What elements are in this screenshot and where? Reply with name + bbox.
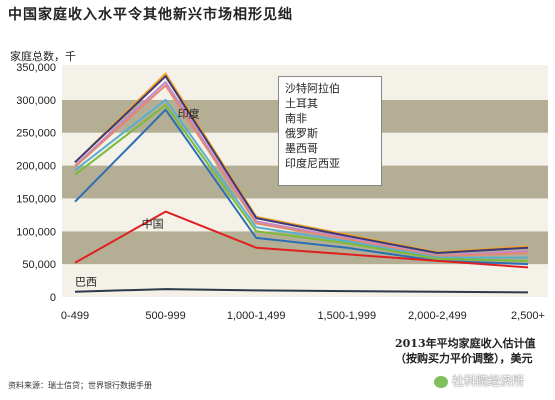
y-axis-ticks: 0 50,000 100,000 150,000 200,000 250,000 300,0… (16, 62, 56, 304)
legend-item: 俄罗斯 (285, 127, 318, 140)
x-axis-caption: 2013年平均家庭收入估计值 （按购买力平价调整），美元 (395, 336, 536, 366)
background-band (62, 65, 548, 67)
background-bands (62, 65, 548, 297)
y-tick-label: 100,000 (16, 226, 56, 238)
x-tick-label: 0-499 (61, 310, 89, 322)
legend-item: 墨西哥 (285, 142, 318, 155)
x-tick-label: 2,500+ (511, 310, 545, 322)
series-line (74, 98, 528, 259)
wechat-logo-icon (434, 375, 448, 388)
series-lines (74, 72, 529, 294)
y-tick-label: 350,000 (16, 62, 56, 74)
series-line (74, 84, 529, 258)
x-tick-label: 1,500-1,999 (317, 310, 376, 322)
y-tick-label: 300,000 (16, 95, 56, 107)
series-line (74, 288, 529, 294)
watermark: 社科院经济所 (434, 372, 524, 389)
source-note: 资料来源：瑞士信贷；世界银行数据手册 (8, 381, 152, 390)
series-line (74, 75, 529, 254)
legend: 沙特阿拉伯 土耳其 南非 俄罗斯 墨西哥 印度尼西亚 (278, 76, 382, 186)
series-line (74, 210, 529, 269)
page-title: 中国家庭收入水平令其他新兴市场相形见绌 (8, 7, 293, 23)
watermark-text: 社科院经济所 (452, 374, 525, 388)
legend-item: 土耳其 (285, 97, 318, 110)
y-tick-label: 0 (50, 292, 56, 304)
legend-item: 沙特阿拉伯 (285, 82, 340, 95)
x-tick-label: 2,000-2,499 (408, 310, 467, 322)
y-tick-label: 50,000 (22, 259, 56, 271)
x-axis-caption-line1: 2013年平均家庭收入估计值 (395, 337, 536, 350)
legend-item: 印度尼西亚 (285, 157, 340, 170)
series-label: 印度 (178, 107, 200, 121)
x-axis-ticks: 0-499 500-999 1,000-1,499 1,500-1,999 2,000-… (61, 310, 545, 322)
y-tick-label: 250,000 (16, 128, 56, 140)
y-tick-label: 200,000 (16, 161, 56, 173)
x-tick-label: 1,000-1,499 (227, 310, 286, 322)
y-axis-label: 家庭总数，千 (10, 49, 76, 63)
x-axis-caption-line2: （按购买力平价调整），美元 (395, 352, 533, 365)
legend-item: 南非 (285, 112, 307, 125)
series-label: 巴西 (75, 276, 97, 289)
y-tick-label: 150,000 (16, 193, 56, 205)
x-tick-label: 500-999 (145, 310, 185, 322)
series-line (74, 104, 529, 262)
series-label: 中国 (142, 218, 164, 231)
